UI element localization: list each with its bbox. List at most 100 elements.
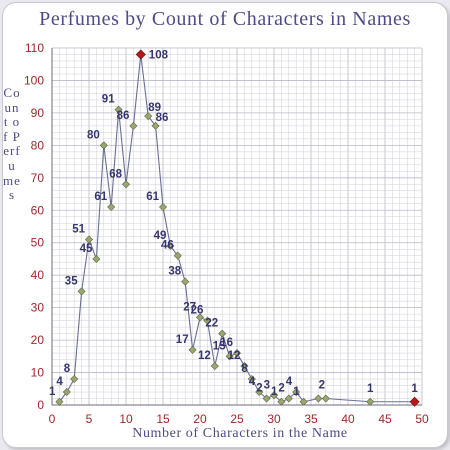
- data-point: [144, 112, 153, 121]
- data-label: 51: [72, 223, 85, 235]
- data-label: 22: [205, 318, 218, 330]
- data-label: 4: [249, 376, 256, 388]
- data-point: [99, 141, 108, 150]
- axes: [51, 48, 422, 406]
- data-point: [284, 394, 293, 403]
- x-tick-label: 25: [230, 412, 244, 426]
- data-label: 12: [228, 350, 241, 362]
- data-label: 8: [64, 363, 71, 375]
- y-tick-label: 60: [31, 203, 45, 217]
- data-label: 108: [149, 49, 169, 61]
- data-label: 1: [271, 386, 278, 398]
- data-label: 86: [117, 110, 130, 122]
- data-point: [240, 362, 249, 371]
- data-label: 49: [154, 230, 167, 242]
- data-point: [195, 313, 205, 322]
- data-label: 3: [264, 379, 270, 391]
- data-label: 4: [286, 376, 293, 388]
- data-point: [158, 203, 168, 212]
- data-point: [84, 235, 94, 244]
- data-label: 16: [220, 337, 233, 349]
- data-point: [151, 121, 160, 130]
- y-tick-label: 40: [31, 268, 45, 282]
- data-label: 1: [49, 386, 56, 398]
- data-label: 61: [146, 191, 159, 203]
- data-point: [299, 397, 308, 406]
- data-point: [181, 277, 190, 286]
- data-point: [409, 396, 420, 407]
- data-label: 86: [156, 112, 169, 124]
- data-point: [114, 105, 123, 114]
- y-tick-label: 80: [31, 138, 45, 152]
- data-point: [218, 329, 227, 338]
- data-labels: 1483551458061916886108898661494638172726…: [49, 49, 418, 397]
- y-tick-label: 100: [24, 73, 44, 87]
- data-point: [366, 397, 375, 406]
- data-point: [70, 375, 79, 384]
- x-tick-labels: 0 5 10 15 20 25 30 35 40 45 50: [49, 412, 429, 426]
- data-point: [210, 362, 219, 371]
- y-tick-label: 20: [31, 333, 45, 347]
- data-label: 26: [191, 305, 204, 317]
- y-tick-label: 0: [37, 398, 44, 412]
- data-label: 4: [56, 376, 63, 388]
- data-point: [188, 345, 197, 354]
- data-point: [203, 316, 212, 325]
- x-tick-label: 0: [49, 412, 56, 426]
- y-tick-label: 90: [31, 106, 45, 120]
- y-tick-label: 70: [31, 171, 45, 185]
- x-axis-label: Number of Characters in the Name: [132, 426, 348, 441]
- data-label: 68: [109, 168, 122, 180]
- data-point: [92, 254, 101, 263]
- x-tick-label: 5: [86, 412, 93, 426]
- data-label: 1: [367, 383, 374, 395]
- data-label: 61: [94, 191, 107, 203]
- data-label: 15: [213, 340, 226, 352]
- data-point: [314, 394, 323, 403]
- x-tick-label: 20: [193, 412, 207, 426]
- data-label: 2: [256, 383, 262, 395]
- y-tick-label: 110: [25, 41, 44, 55]
- data-point: [269, 391, 279, 400]
- data-point: [129, 121, 138, 130]
- y-tick-label: 10: [31, 366, 45, 380]
- data-label: 89: [148, 102, 161, 114]
- data-point: [262, 394, 271, 403]
- data-point: [77, 287, 86, 296]
- data-point: [173, 251, 182, 260]
- x-tick-label: 50: [415, 412, 429, 426]
- data-label: 38: [168, 266, 181, 278]
- y-tick-label: 30: [31, 301, 45, 315]
- data-point: [55, 397, 64, 406]
- data-point: [255, 387, 264, 397]
- x-tick-label: 45: [378, 412, 392, 426]
- data-label: 80: [87, 129, 100, 141]
- x-tick-label: 35: [304, 412, 318, 426]
- y-axis-label: Count of Perfumes: [3, 85, 21, 203]
- data-point: [121, 180, 131, 189]
- data-point: [247, 375, 256, 384]
- data-point: [107, 203, 116, 212]
- data-point: [135, 49, 146, 60]
- grid-lines: [51, 47, 423, 406]
- data-label: 91: [102, 94, 115, 106]
- data-point: [292, 387, 301, 397]
- x-tick-label: 40: [341, 412, 355, 426]
- data-point: [166, 241, 175, 250]
- data-label: 35: [65, 275, 78, 287]
- data-label: 17: [176, 334, 189, 346]
- data-label: 1: [411, 383, 418, 395]
- y-tick-labels: 0 10 20 30 40 50 60 70 80 90 100 110: [24, 41, 44, 412]
- data-point: [225, 352, 234, 361]
- data-label: 8: [241, 363, 248, 375]
- data-label: 12: [198, 350, 211, 362]
- data-point: [62, 387, 71, 397]
- data-label: 2: [278, 383, 284, 395]
- data-points: [55, 49, 420, 407]
- x-tick-label: 30: [267, 412, 281, 426]
- chart-title: Perfumes by Count of Characters in Names: [39, 8, 411, 30]
- data-point: [232, 349, 242, 358]
- data-label: 45: [80, 243, 93, 255]
